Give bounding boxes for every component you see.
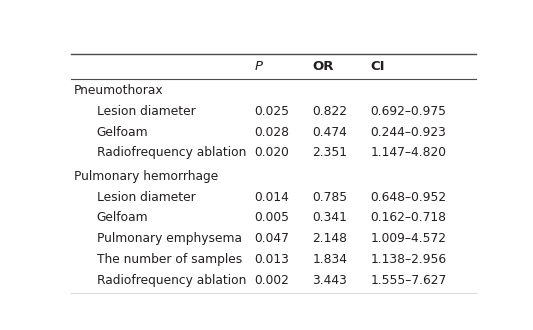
Text: 0.002: 0.002 [255, 274, 289, 287]
Text: 0.785: 0.785 [312, 191, 348, 204]
Text: Pulmonary hemorrhage: Pulmonary hemorrhage [74, 170, 219, 183]
Text: 0.028: 0.028 [255, 126, 289, 139]
Text: 0.474: 0.474 [312, 126, 348, 139]
Text: 1.009–4.572: 1.009–4.572 [370, 232, 446, 245]
Text: 0.162–0.718: 0.162–0.718 [370, 212, 446, 224]
Text: 0.047: 0.047 [255, 232, 289, 245]
Text: 0.648–0.952: 0.648–0.952 [370, 191, 446, 204]
Text: P: P [255, 60, 263, 73]
Text: Pulmonary emphysema: Pulmonary emphysema [97, 232, 242, 245]
Text: 2.351: 2.351 [312, 147, 348, 159]
Text: 0.692–0.975: 0.692–0.975 [370, 105, 446, 118]
Text: 1.138–2.956: 1.138–2.956 [370, 253, 446, 266]
Text: 0.341: 0.341 [312, 212, 348, 224]
Text: 0.020: 0.020 [255, 147, 289, 159]
Text: 0.244–0.923: 0.244–0.923 [370, 126, 446, 139]
Text: OR: OR [312, 60, 334, 73]
Text: 0.005: 0.005 [255, 212, 289, 224]
Text: CI: CI [370, 60, 385, 73]
Text: 1.147–4.820: 1.147–4.820 [370, 147, 446, 159]
Text: 2.148: 2.148 [312, 232, 348, 245]
Text: Lesion diameter: Lesion diameter [97, 191, 196, 204]
Text: Gelfoam: Gelfoam [97, 126, 148, 139]
Text: 1.834: 1.834 [312, 253, 348, 266]
Text: 0.822: 0.822 [312, 105, 348, 118]
Text: Radiofrequency ablation: Radiofrequency ablation [97, 274, 246, 287]
Text: Pneumothorax: Pneumothorax [74, 84, 164, 97]
Text: 1.555–7.627: 1.555–7.627 [370, 274, 447, 287]
Text: Gelfoam: Gelfoam [97, 212, 148, 224]
Text: Radiofrequency ablation: Radiofrequency ablation [97, 147, 246, 159]
Text: 0.025: 0.025 [255, 105, 289, 118]
Text: 0.014: 0.014 [255, 191, 289, 204]
Text: The number of samples: The number of samples [97, 253, 242, 266]
Text: 0.013: 0.013 [255, 253, 289, 266]
Text: Lesion diameter: Lesion diameter [97, 105, 196, 118]
Text: 3.443: 3.443 [312, 274, 348, 287]
